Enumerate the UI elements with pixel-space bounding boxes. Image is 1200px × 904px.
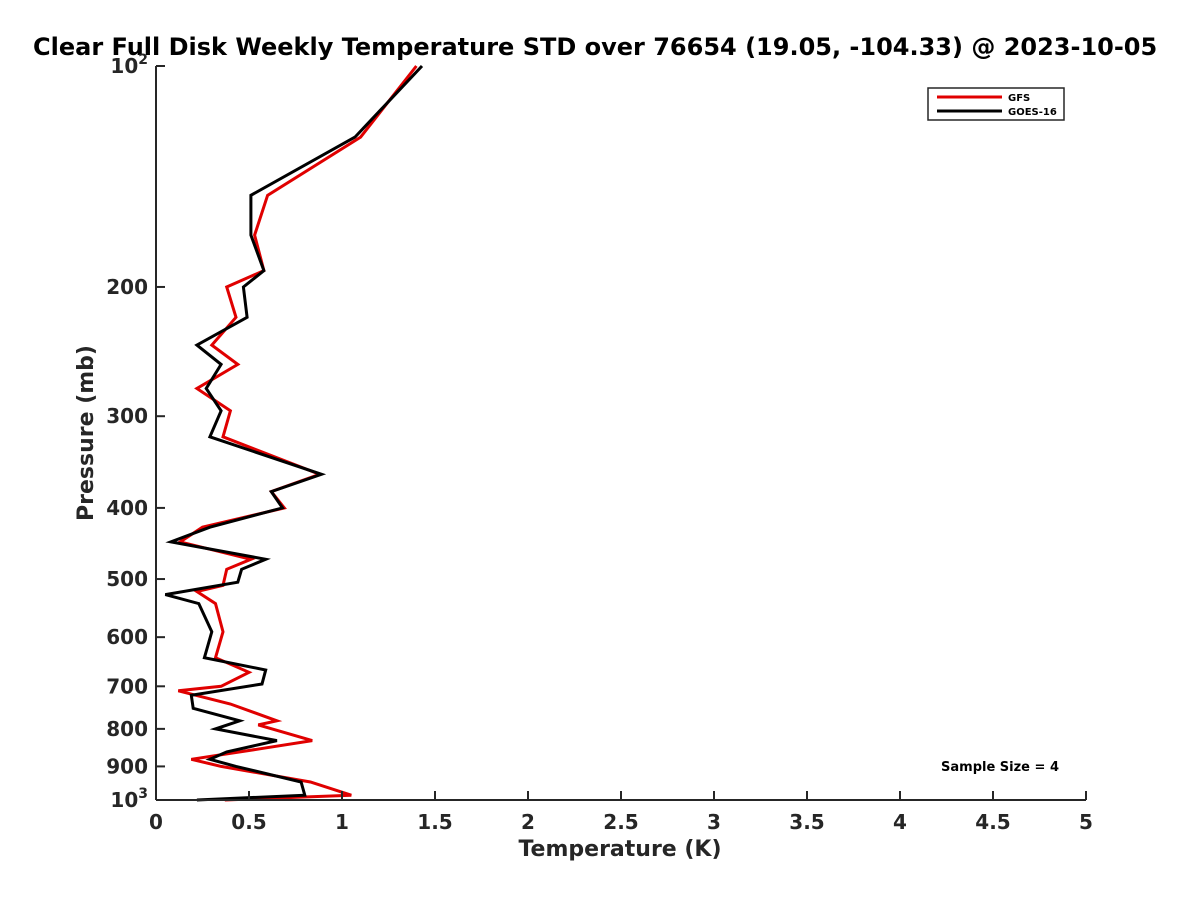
y-tick-label: 200 [106, 275, 148, 299]
x-tick-label: 5 [1079, 810, 1093, 834]
y-tick-label: 400 [106, 496, 148, 520]
y-tick-label: 300 [106, 404, 148, 428]
legend-label-gfs: GFS [1008, 93, 1030, 104]
axes-layer: 0 0.5 1 1.5 2 2.5 3 3.5 4 4.5 5 102 200 300 400 500 600 7… [106, 52, 1093, 834]
y-tick-label: 900 [106, 754, 148, 778]
y-tick-label: 102 [110, 52, 148, 78]
x-tick-label: 0 [149, 810, 163, 834]
x-tick-label: 1.5 [417, 810, 452, 834]
x-tick-label: 1 [335, 810, 349, 834]
y-tick-label: 800 [106, 717, 148, 741]
series-layer [164, 64, 424, 802]
y-tick-label: 103 [110, 786, 148, 812]
x-tick-label: 4.5 [975, 810, 1010, 834]
sample-size-annotation: Sample Size = 4 [941, 760, 1059, 775]
y-axis-label: Pressure (mb) [74, 345, 99, 521]
series-line-gfs [176, 65, 418, 802]
legend-box [927, 87, 1065, 121]
series-line-goes-16 [164, 64, 424, 802]
x-tick-label: 3.5 [789, 810, 824, 834]
x-tick-label: 2.5 [603, 810, 638, 834]
chart-title: Clear Full Disk Weekly Temperature STD o… [33, 33, 1157, 61]
x-tick-label: 2 [521, 810, 535, 834]
y-tick-label: 600 [106, 625, 148, 649]
x-tick-label: 3 [707, 810, 721, 834]
legend: GFS GOES-16 [927, 87, 1065, 121]
legend-label-goes-16: GOES-16 [1008, 107, 1057, 118]
x-tick-label: 0.5 [231, 810, 266, 834]
y-tick-label: 500 [106, 567, 148, 591]
x-tick-label: 4 [893, 810, 907, 834]
y-tick-label: 700 [106, 674, 148, 698]
x-axis-label: Temperature (K) [518, 837, 721, 862]
